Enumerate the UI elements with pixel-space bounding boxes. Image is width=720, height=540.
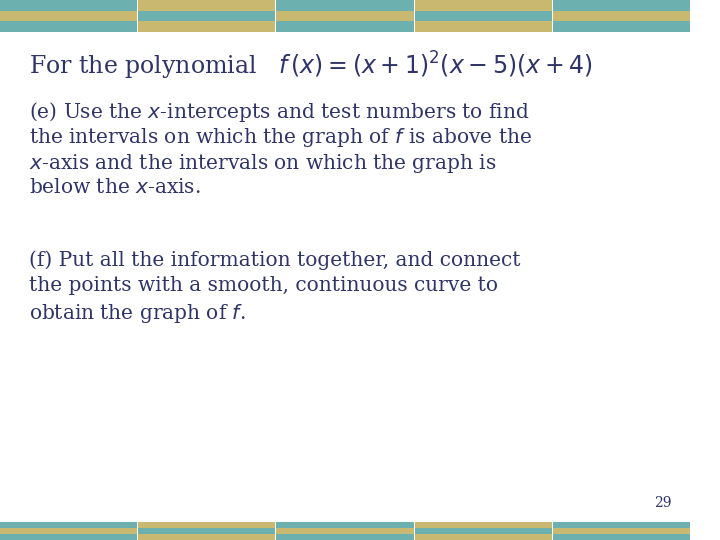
Bar [276, 528, 414, 534]
Bar [0, 22, 138, 32]
Bar [553, 22, 690, 32]
Text: $x$-axis and the intervals on which the graph is: $x$-axis and the intervals on which the … [29, 152, 496, 175]
Bar [276, 0, 414, 11]
Bar [0, 11, 138, 22]
Bar [0, 534, 138, 540]
Bar [415, 22, 552, 32]
Text: (e) Use the $x$-intercepts and test numbers to find: (e) Use the $x$-intercepts and test numb… [29, 100, 529, 124]
Text: (f) Put all the information together, and connect: (f) Put all the information together, an… [29, 250, 521, 269]
Bar [415, 0, 552, 11]
Bar [553, 522, 690, 528]
Bar [415, 522, 552, 528]
Bar [553, 528, 690, 534]
Text: obtain the graph of $f$.: obtain the graph of $f$. [29, 302, 246, 325]
Text: 29: 29 [654, 496, 672, 510]
Bar [553, 11, 690, 22]
Text: below the $x$-axis.: below the $x$-axis. [29, 178, 200, 197]
Bar [138, 528, 276, 534]
Bar [276, 522, 414, 528]
Bar [138, 0, 276, 11]
Bar [553, 0, 690, 11]
Bar [138, 522, 276, 528]
Bar [0, 528, 138, 534]
Bar [138, 22, 276, 32]
Bar [0, 0, 138, 11]
Bar [415, 528, 552, 534]
Bar [138, 11, 276, 22]
Bar [276, 534, 414, 540]
Bar [276, 11, 414, 22]
Bar [553, 534, 690, 540]
Text: the intervals on which the graph of $f$ is above the: the intervals on which the graph of $f$ … [29, 126, 531, 149]
Bar [415, 11, 552, 22]
Text: For the polynomial   $f\,(x) = (x + 1)^2(x - 5)(x + 4)$: For the polynomial $f\,(x) = (x + 1)^2(x… [29, 50, 593, 82]
Bar [0, 522, 138, 528]
Bar [276, 22, 414, 32]
Bar [415, 534, 552, 540]
Text: the points with a smooth, continuous curve to: the points with a smooth, continuous cur… [29, 276, 498, 295]
Bar [138, 534, 276, 540]
